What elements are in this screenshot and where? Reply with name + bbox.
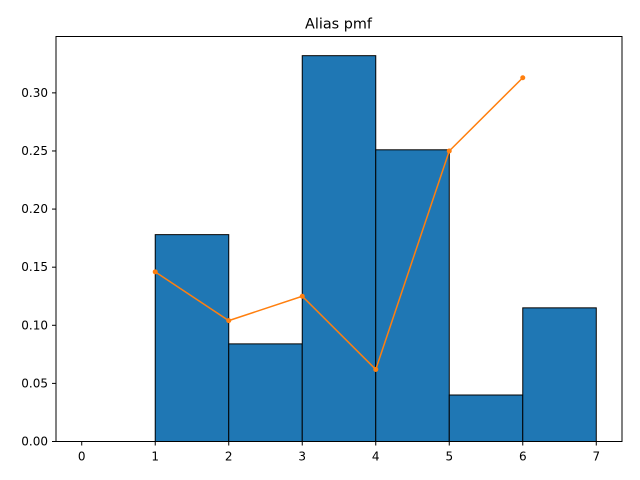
y-tick-label: 0.05 <box>21 376 48 390</box>
line-series <box>152 75 526 372</box>
histogram-bar <box>228 343 303 442</box>
y-tick-label: 0.30 <box>21 86 48 100</box>
histogram-bar <box>301 55 377 442</box>
x-tick-label: 0 <box>78 450 86 464</box>
y-tick-label: 0.15 <box>21 260 48 274</box>
histogram-bar <box>448 394 524 443</box>
line-point <box>373 366 379 372</box>
line-point <box>446 148 452 154</box>
line-point <box>520 75 526 81</box>
x-tick-label: 3 <box>298 450 306 464</box>
y-tick-label: 0.00 <box>21 435 48 449</box>
histogram-bars <box>154 55 597 443</box>
x-axis-ticks: 0 1 2 3 4 5 6 7 <box>78 441 600 464</box>
chart-title: Alias pmf <box>305 17 373 33</box>
line-point <box>299 293 305 299</box>
y-tick-label: 0.10 <box>21 318 48 332</box>
x-tick-label: 5 <box>445 450 453 464</box>
y-tick-label: 0.25 <box>21 144 48 158</box>
x-tick-label: 4 <box>372 450 380 464</box>
line-point <box>152 269 158 275</box>
histogram-bar <box>522 307 597 442</box>
histogram-bar <box>154 234 230 442</box>
line-series-path <box>154 77 524 371</box>
x-tick-label: 1 <box>151 450 159 464</box>
x-tick-label: 6 <box>519 450 527 464</box>
y-axis-ticks: 0.00 0.05 0.10 0.15 0.20 0.25 0.30 <box>21 86 56 449</box>
plot-frame <box>55 36 623 442</box>
x-tick-label: 7 <box>592 450 600 464</box>
histogram-bar <box>375 149 450 442</box>
line-point <box>226 318 232 324</box>
y-tick-label: 0.20 <box>21 202 48 216</box>
x-tick-label: 2 <box>225 450 233 464</box>
